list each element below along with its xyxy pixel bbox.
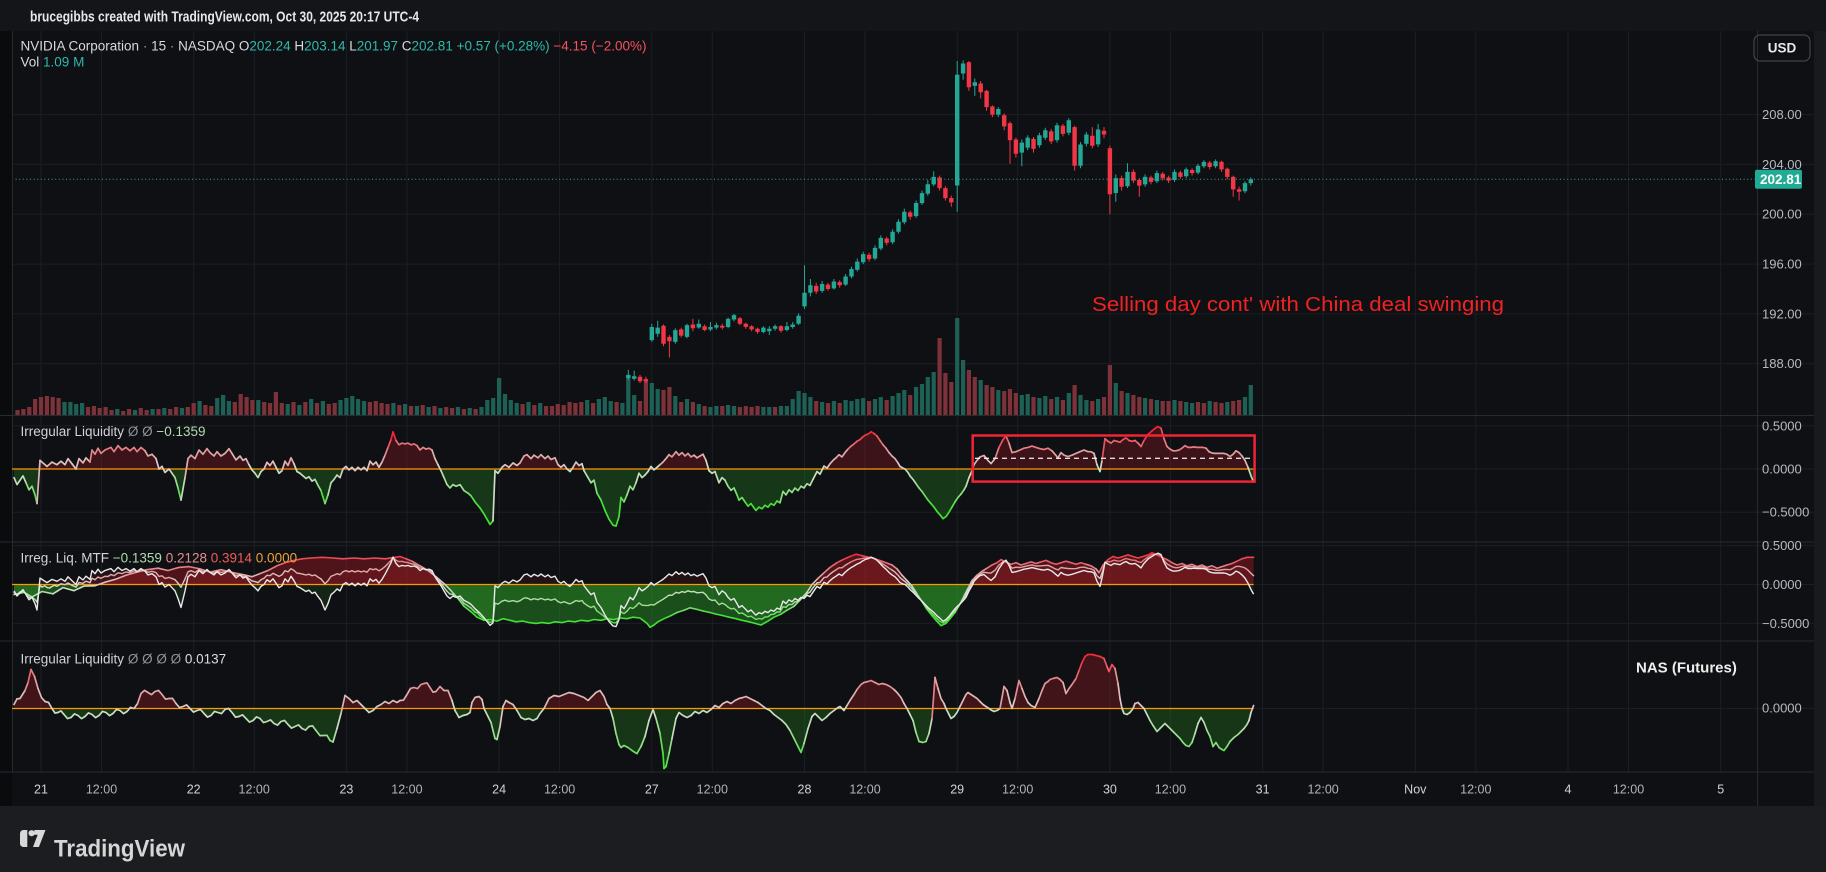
svg-text:28: 28 (798, 783, 812, 797)
svg-text:12:00: 12:00 (544, 783, 575, 797)
svg-text:Irregular Liquidity Ø Ø −0.: Irregular Liquidity Ø Ø −0.1359 (21, 424, 206, 439)
svg-text:12:00: 12:00 (239, 783, 270, 797)
svg-text:30: 30 (1103, 783, 1117, 797)
svg-text:23: 23 (339, 783, 353, 797)
svg-text:Vol 1.09 M: Vol 1.09 M (21, 55, 85, 70)
svg-text:12:00: 12:00 (1155, 783, 1186, 797)
svg-text:USD: USD (1768, 41, 1797, 56)
svg-text:NAS (Futures): NAS (Futures) (1636, 660, 1737, 677)
svg-text:12:00: 12:00 (1613, 783, 1644, 797)
svg-text:202.81: 202.81 (1760, 172, 1802, 187)
svg-text:12:00: 12:00 (849, 783, 880, 797)
svg-text:0.0000: 0.0000 (1762, 701, 1802, 716)
svg-text:12:00: 12:00 (86, 783, 117, 797)
svg-text:31: 31 (1256, 783, 1270, 797)
svg-text:0.0000: 0.0000 (1762, 577, 1802, 592)
svg-text:29: 29 (950, 783, 964, 797)
svg-text:Irreg. Liq. MTF −0.1359 0.2128: Irreg. Liq. MTF −0.1359 0.2128 0.3914 0.… (21, 550, 298, 565)
svg-text:12:00: 12:00 (697, 783, 728, 797)
svg-text:TradingView: TradingView (54, 836, 185, 863)
svg-text:24: 24 (492, 783, 506, 797)
svg-text:200.00: 200.00 (1762, 207, 1802, 222)
svg-text:0.0000: 0.0000 (1762, 462, 1802, 477)
svg-text:0.5000: 0.5000 (1762, 418, 1802, 433)
svg-text:−0.5000: −0.5000 (1762, 616, 1809, 631)
svg-text:22: 22 (187, 783, 201, 797)
svg-text:188.00: 188.00 (1762, 356, 1802, 371)
svg-text:12:00: 12:00 (391, 783, 422, 797)
svg-text:−0.5000: −0.5000 (1762, 505, 1809, 520)
svg-text:Nov: Nov (1404, 783, 1427, 797)
svg-text:12:00: 12:00 (1002, 783, 1033, 797)
svg-text:Irregular Liquidity Ø Ø Ø: Irregular Liquidity Ø Ø Ø Ø 0.0137 (21, 652, 227, 667)
svg-text:27: 27 (645, 783, 659, 797)
svg-text:12:00: 12:00 (1307, 783, 1338, 797)
svg-text:NVIDIA Corporation · 15 · NASD: NVIDIA Corporation · 15 · NASDAQ O202.24… (21, 39, 647, 54)
svg-text:brucegibbs created with Tradin: brucegibbs created with TradingView.com,… (30, 9, 420, 26)
svg-text:204.00: 204.00 (1762, 157, 1802, 172)
svg-text:5: 5 (1717, 783, 1724, 797)
svg-text:192.00: 192.00 (1762, 306, 1802, 321)
svg-text:0.5000: 0.5000 (1762, 538, 1802, 553)
svg-text:12:00: 12:00 (1460, 783, 1491, 797)
svg-text:4: 4 (1565, 783, 1572, 797)
svg-text:196.00: 196.00 (1762, 257, 1802, 272)
svg-text:208.00: 208.00 (1762, 107, 1802, 122)
svg-text:21: 21 (34, 783, 48, 797)
svg-text:Selling day cont' with China d: Selling day cont' with China deal swingi… (1092, 293, 1504, 316)
